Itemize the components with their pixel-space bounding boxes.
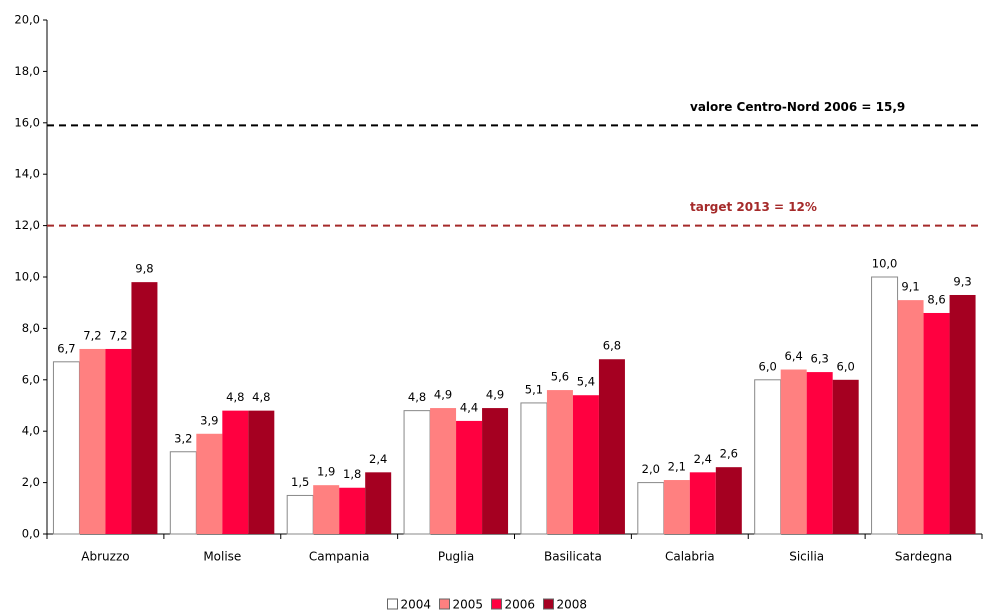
data-label: 6,0 [759,359,777,373]
bar [871,276,899,535]
data-label: 1,8 [343,467,361,481]
y-tick-label: 20,0 [14,13,40,27]
bar [105,348,132,534]
bar [286,494,314,535]
data-label: 6,8 [603,339,621,353]
data-label: 2,4 [694,452,712,466]
data-label: 7,2 [83,328,101,342]
bar [663,480,690,534]
data-label: 7,2 [109,328,127,342]
data-label: 2,6 [720,447,738,461]
x-tick-label: Abruzzo [81,550,129,564]
data-label: 4,8 [252,390,270,404]
x-tick-label: Calabria [665,550,715,564]
x-tick-label: Puglia [438,550,474,564]
y-tick-label: 0,0 [22,527,40,541]
data-label: 6,7 [57,341,75,355]
x-tick-label: Sardegna [895,550,952,564]
bar [430,408,457,534]
data-label: 5,6 [551,370,569,384]
data-label: 3,9 [200,413,218,427]
bar [754,379,782,535]
data-label: 5,4 [577,375,595,389]
data-label: 6,0 [837,359,855,373]
data-label: 9,8 [135,262,153,276]
bar [365,472,392,534]
bar [546,390,573,534]
bar [248,410,275,534]
data-label: 2,4 [369,452,387,466]
y-tick-label: 12,0 [14,218,40,232]
data-label: 1,5 [291,475,309,489]
x-tick-label: Campania [309,550,370,564]
bar [689,472,716,534]
data-label: 9,1 [901,280,919,294]
data-label: 4,8 [226,390,244,404]
data-label: 4,4 [460,400,478,414]
bar [897,300,924,534]
data-label: 6,4 [785,349,803,363]
bar [832,379,859,534]
bar [572,395,599,534]
bar [196,433,223,534]
x-tick-label: Sicilia [789,550,824,564]
bar [339,487,366,534]
bar [949,294,976,534]
legend-label: 2004 [401,598,432,612]
legend-swatch [387,598,398,610]
data-label: 4,9 [434,388,452,402]
bar [520,402,548,535]
bar [52,361,80,535]
bar [598,359,625,534]
data-label: 2,0 [642,462,660,476]
legend-swatch [543,598,554,610]
reference-label: valore Centro-Nord 2006 = 15,9 [690,100,905,114]
y-tick-label: 4,0 [22,424,40,438]
data-label: 3,2 [174,431,192,445]
data-label: 2,1 [668,460,686,474]
y-tick-label: 10,0 [14,270,40,284]
bar [456,420,483,534]
legend-label: 2005 [453,598,484,612]
data-label: 5,1 [525,382,543,396]
bar [403,410,431,535]
legend-swatch [439,598,450,610]
legend-label: 2006 [505,598,536,612]
x-tick-label: Molise [203,550,241,564]
bar [780,369,807,534]
data-label: 4,8 [408,390,426,404]
reference-label: target 2013 = 12% [690,200,817,214]
data-label: 1,9 [317,465,335,479]
bar [79,348,106,534]
bar [637,482,665,535]
bar [806,372,833,534]
bar [923,312,950,534]
y-tick-label: 14,0 [14,167,40,181]
y-tick-label: 16,0 [14,115,40,129]
bar [715,467,742,534]
y-tick-label: 18,0 [14,64,40,78]
legend-swatch [491,598,502,610]
data-label: 9,3 [953,274,971,288]
y-tick-label: 8,0 [22,321,40,335]
bar [131,282,158,534]
y-tick-label: 2,0 [22,475,40,489]
data-label: 6,3 [811,352,829,366]
bar [482,408,509,534]
bar [169,451,197,535]
legend-label: 2008 [557,598,588,612]
x-tick-label: Basilicata [544,550,602,564]
data-label: 4,9 [486,388,504,402]
bar [313,485,340,534]
data-label: 8,6 [927,292,945,306]
y-tick-label: 6,0 [22,372,40,386]
data-label: 10,0 [872,257,898,271]
bar [222,410,249,534]
